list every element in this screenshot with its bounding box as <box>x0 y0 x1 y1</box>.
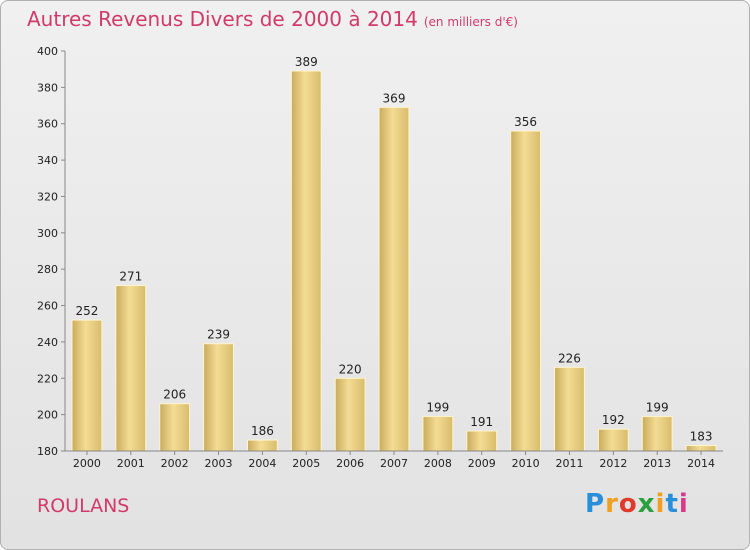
bar-2013 <box>641 415 673 452</box>
y-tick-label: 220 <box>37 372 58 385</box>
logo-letter: i <box>655 489 666 519</box>
bar-value-label: 356 <box>514 115 537 129</box>
y-tick-label: 240 <box>37 336 58 349</box>
chart-subtitle: (en milliers d'€) <box>423 15 518 29</box>
x-tick-label: 2014 <box>687 457 715 470</box>
bar-value-label: 192 <box>602 413 625 427</box>
x-tick-label: 2005 <box>292 457 320 470</box>
x-tick-label: 2007 <box>380 457 408 470</box>
proxiti-logo: Proxiti <box>585 489 689 519</box>
commune-name: ROULANS <box>37 495 130 517</box>
x-tick-label: 2000 <box>73 457 101 470</box>
bar-value-label: 220 <box>339 362 362 376</box>
logo-letter: o <box>618 489 638 519</box>
bar-2005 <box>290 70 322 452</box>
bar-2014 <box>685 445 717 452</box>
y-tick-label: 400 <box>37 45 58 58</box>
x-tick-label: 2010 <box>512 457 540 470</box>
bar-2009 <box>466 430 498 452</box>
bar-value-label: 191 <box>470 415 493 429</box>
y-tick-label: 320 <box>37 190 58 203</box>
logo-letter: x <box>637 489 656 519</box>
bar-2002 <box>159 403 191 452</box>
chart-title: Autres Revenus Divers de 2000 à 2014 (en … <box>27 7 518 31</box>
logo-letter: t <box>665 489 679 519</box>
bar-2008 <box>422 415 454 452</box>
bar-2011 <box>554 366 585 452</box>
bar-value-label: 186 <box>251 424 274 438</box>
y-tick-label: 360 <box>37 118 58 131</box>
x-tick-label: 2012 <box>599 457 627 470</box>
bar-2004 <box>246 439 278 452</box>
x-tick-label: 2001 <box>117 457 145 470</box>
bar-2001 <box>115 285 147 452</box>
logo-letter: i <box>678 489 689 519</box>
y-tick-label: 280 <box>37 263 58 276</box>
x-tick-label: 2011 <box>555 457 583 470</box>
y-tick-label: 300 <box>37 227 58 240</box>
y-tick-label: 200 <box>37 409 58 422</box>
x-tick-label: 2008 <box>424 457 452 470</box>
chart-title-text: Autres Revenus Divers de 2000 à 2014 <box>27 7 418 31</box>
x-tick-label: 2004 <box>248 457 276 470</box>
bar-value-label: 206 <box>163 388 186 402</box>
bar-value-label: 369 <box>383 91 406 105</box>
bar-2000 <box>71 319 103 452</box>
y-tick-label: 180 <box>37 445 58 458</box>
bar-value-label: 239 <box>207 328 230 342</box>
bar-value-label: 183 <box>690 430 713 444</box>
logo-letter: P <box>585 489 606 519</box>
bar-value-label: 199 <box>646 400 669 414</box>
bar-value-label: 226 <box>558 351 581 365</box>
x-tick-label: 2009 <box>468 457 496 470</box>
x-tick-label: 2013 <box>643 457 671 470</box>
bar-2003 <box>203 343 234 452</box>
bar-2006 <box>334 377 366 452</box>
y-tick-label: 260 <box>37 300 58 313</box>
x-tick-label: 2006 <box>336 457 364 470</box>
bar-value-label: 389 <box>295 55 318 69</box>
bar-value-label: 252 <box>75 304 98 318</box>
bar-2007 <box>378 106 410 452</box>
bar-value-label: 199 <box>426 400 449 414</box>
bar-value-label: 271 <box>119 270 142 284</box>
x-tick-label: 2002 <box>161 457 189 470</box>
x-tick-label: 2003 <box>205 457 233 470</box>
y-tick-label: 340 <box>37 154 58 167</box>
bar-2012 <box>597 428 629 452</box>
bar-2010 <box>510 130 542 452</box>
y-tick-label: 380 <box>37 81 58 94</box>
logo-letter: r <box>605 489 619 519</box>
